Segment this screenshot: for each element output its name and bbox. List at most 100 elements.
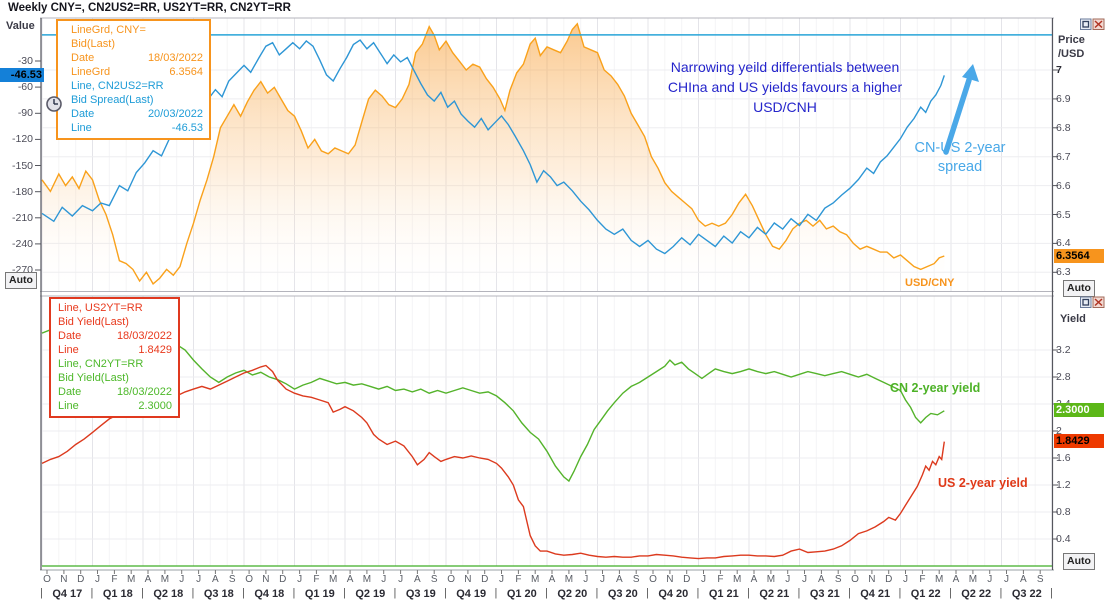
axis-tick-label: 6.4	[1056, 237, 1071, 249]
right-axis-title-price-1: Price	[1058, 34, 1085, 46]
x-axis-month-label: J	[381, 574, 387, 585]
x-axis-month-label: F	[717, 574, 724, 585]
cn-yield-last-value-badge: 2.3000	[1054, 403, 1104, 417]
restore-icon	[1080, 18, 1092, 30]
x-axis-quarter-label: Q3 18	[203, 588, 234, 600]
x-axis-quarter-label: Q2 18	[153, 588, 184, 600]
legend-row: LineGrd, CNY=	[71, 24, 146, 36]
x-axis-month-label: S	[430, 574, 438, 585]
x-axis-month-label: A	[616, 574, 623, 585]
axis-tick-label: 6.8	[1056, 122, 1071, 134]
top-panel-window-controls[interactable]	[1080, 18, 1105, 31]
axis-tick-label: -240	[11, 238, 33, 250]
x-axis-month-label: M	[935, 574, 944, 585]
x-axis-quarter-separator: |	[696, 587, 700, 599]
x-axis-month-label: J	[785, 574, 791, 585]
x-axis-month-label: M	[127, 574, 136, 585]
x-axis-quarter-separator: |	[494, 587, 498, 599]
bottom-panel-window-controls[interactable]	[1080, 296, 1105, 309]
x-axis-quarter-separator: |	[292, 587, 296, 599]
legend-row: Bid Yield(Last)	[58, 372, 129, 384]
right-axis-title-yield: Yield	[1060, 313, 1086, 325]
x-axis-quarter-label: Q4 19	[456, 588, 487, 600]
x-axis-month-label: M	[160, 574, 170, 585]
x-axis-month-label: D	[481, 574, 489, 585]
x-axis-month-label: A	[346, 574, 354, 585]
legend-row: Date 18/03/2022	[58, 386, 172, 398]
usdcny-series-label: USD/CNY	[905, 277, 955, 289]
auto-scale-button-left-top-panel[interactable]: Auto	[5, 272, 37, 289]
legend-bottom-panel[interactable]: Line, US2YT=RR Bid Yield(Last) Date 18/03/2…	[49, 297, 180, 418]
x-axis-quarter-separator: |	[393, 587, 397, 599]
x-axis-quarter-label: Q4 17	[52, 588, 83, 600]
x-axis-month-label: S	[228, 574, 236, 585]
x-axis-quarter-separator: |	[141, 587, 144, 599]
x-axis-quarter-label: Q1 19	[304, 588, 335, 600]
x-axis-quarter-separator: |	[1050, 587, 1053, 599]
x-axis-month-label: N	[262, 574, 270, 585]
x-axis-month-label: D	[885, 574, 893, 585]
x-axis-quarter-label: Q3 22	[1011, 588, 1042, 600]
axis-tick-label: -60	[17, 81, 33, 93]
x-axis-quarter-label: Q2 22	[961, 588, 992, 600]
axis-ticks	[35, 60, 1058, 574]
x-axis-quarter-separator: |	[191, 587, 195, 599]
x-axis-quarter-label: Q3 20	[607, 588, 638, 600]
x-axis-month-label: J	[903, 574, 908, 585]
axis-tick-label: 2	[1056, 425, 1062, 437]
x-axis-quarter-separator: |	[595, 587, 599, 599]
x-axis-quarter-separator: |	[90, 587, 94, 599]
x-axis-quarter-label: Q3 21	[809, 588, 840, 600]
x-axis-month-label: M	[329, 574, 338, 585]
axis-tick-label: 6.9	[1056, 93, 1071, 105]
legend-row: Date 18/03/2022	[71, 52, 203, 64]
close-icon	[1092, 296, 1105, 308]
auto-scale-button-right-bottom-panel[interactable]: Auto	[1063, 553, 1095, 570]
axis-tick-label: 2.8	[1056, 371, 1071, 383]
x-axis-month-label: D	[683, 574, 691, 585]
x-axis-quarter-separator: |	[999, 587, 1003, 599]
legend-row: Line, CN2US2=RR	[71, 80, 164, 92]
x-axis-quarter-label: Q1 22	[910, 588, 941, 600]
x-axis-month-label: A	[750, 574, 758, 585]
us-yield-last-value-badge: 1.8429	[1054, 434, 1104, 448]
x-axis-quarter-separator: |	[646, 587, 649, 599]
x-axis-month-label: A	[414, 574, 421, 585]
x-axis-quarter-label: Q3 19	[405, 588, 436, 600]
x-axis-month-label: J	[196, 574, 202, 585]
axis-tick-label: -90	[17, 107, 33, 119]
x-axis-month-label: J	[398, 574, 404, 585]
x-axis-quarter-label: Q4 21	[860, 588, 891, 600]
x-axis-month-label: F	[313, 574, 320, 585]
x-axis-quarter-label: Q1 21	[708, 588, 739, 600]
x-axis-month-label: J	[297, 574, 303, 585]
chart-title: Weekly CNY=, CN2US2=RR, US2YT=RR, CN2YT=…	[0, 0, 1106, 19]
x-axis-month-label: A	[548, 574, 556, 585]
legend-top-panel[interactable]: LineGrd, CNY= Bid(Last) Date 18/03/2022 Line…	[56, 19, 211, 140]
x-axis-month-label: A	[144, 574, 152, 585]
x-axis-month-label: O	[43, 574, 51, 585]
x-axis-month-label: J	[179, 574, 185, 585]
axis-tick-label: 1.6	[1056, 452, 1071, 464]
axis-tick-label: 6.7	[1056, 151, 1071, 163]
trend-arrow	[943, 64, 979, 155]
legend-row: Line -46.53	[71, 122, 203, 134]
x-axis-month-label: N	[60, 574, 68, 585]
x-axis-quarter-label: Q2 20	[557, 588, 588, 600]
auto-scale-button-right-top-panel[interactable]: Auto	[1063, 280, 1095, 297]
x-axis-quarter-label: Q1 20	[506, 588, 537, 600]
legend-row: Date 20/03/2022	[71, 108, 203, 120]
x-axis-quarter-separator: |	[747, 587, 750, 599]
chart-annotation-text: Narrowing yeild differentials between CH…	[667, 59, 903, 115]
legend-row: Bid Yield(Last)	[58, 316, 129, 328]
x-axis-month-label: O	[245, 574, 253, 585]
axis-tick-label: 1.2	[1056, 479, 1071, 491]
x-axis-month-label: M	[531, 574, 540, 585]
axis-tick-label: 0.8	[1056, 506, 1071, 518]
x-axis-month-label: F	[919, 574, 926, 585]
legend-row: Bid Spread(Last)	[71, 94, 154, 106]
us-yield-series-label: US 2-year yield	[938, 476, 1028, 490]
x-axis-quarter-separator: |	[444, 587, 447, 599]
